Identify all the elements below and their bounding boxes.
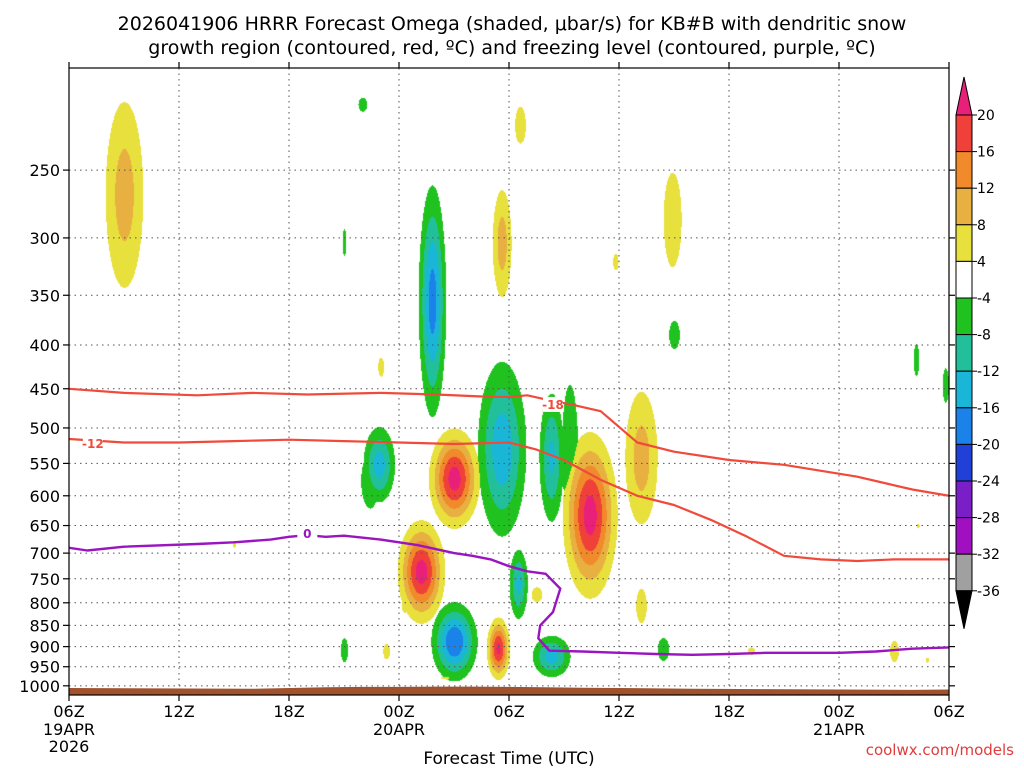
x-tick-label: 06Z (493, 702, 524, 721)
y-tick-label: 650 (29, 517, 60, 536)
contour-label-bg (82, 435, 103, 451)
grid-lines (69, 68, 949, 695)
colorbar-label: 20 (977, 108, 995, 124)
y-tick-label: 550 (29, 454, 60, 473)
y-tick-label: 950 (29, 658, 60, 677)
contour-label--18: -18 (542, 398, 564, 412)
colorbar-bottom-arrow (955, 590, 973, 629)
x-tick-label: 12Z (163, 702, 194, 721)
colorbar-swatch (955, 443, 973, 482)
colorbar-swatch (955, 114, 973, 153)
terrain-fill (69, 686, 949, 695)
y-tick-label: 750 (29, 570, 60, 589)
contour-lines: -18 -12 0 (69, 387, 949, 656)
colorbar-swatch (955, 407, 973, 445)
contour-label-bg (543, 396, 563, 412)
colorbar-label: -28 (977, 511, 1000, 527)
colorbar-label: -24 (977, 474, 1000, 490)
x-tick-label: 06Z (53, 702, 84, 721)
contour-line--12 (69, 437, 949, 563)
y-axis: 250 300 350 400 450 500 550 600 650 700 750 800 850 9… (19, 161, 955, 696)
x-tick-date-label: 21APR (813, 720, 865, 739)
y-tick-label: 800 (29, 594, 60, 613)
colorbar-swatch (955, 224, 973, 262)
x-tick-label: 18Z (273, 702, 304, 721)
x-tick-label: 00Z (823, 702, 854, 721)
colorbar-top-arrow (955, 76, 973, 116)
contour-label-bg (297, 526, 318, 542)
contour-line-0 (69, 534, 949, 656)
y-tick-label: 400 (29, 336, 60, 355)
chart-title-line-1: 2026041906 HRRR Forecast Omega (shaded, … (118, 13, 907, 35)
x-tick-label: 06Z (933, 702, 964, 721)
colorbar-swatch (955, 297, 973, 336)
colorbar-swatch (955, 260, 973, 299)
colorbar-label: 12 (977, 181, 995, 197)
colorbar-label: -32 (977, 547, 1000, 563)
colorbar-label: -4 (977, 291, 991, 307)
colorbar-label: -8 (977, 328, 991, 344)
x-tick-label: 12Z (603, 702, 634, 721)
x-tick-date-label: 2026 (49, 737, 90, 756)
x-tick-date-label: 19APR (43, 720, 95, 739)
colorbar-label: -16 (977, 401, 1000, 417)
colorbar-label: -20 (977, 437, 1000, 453)
x-tick-label: 18Z (713, 702, 744, 721)
y-tick-label: 250 (29, 161, 60, 180)
colorbar-swatch (955, 370, 973, 409)
y-tick-label: 300 (29, 229, 60, 248)
colorbar-label: 8 (977, 218, 986, 234)
colorbar-swatch (955, 517, 973, 555)
colorbar-swatch (955, 151, 973, 189)
colorbar-label: -12 (977, 364, 1000, 380)
site-credit: coolwx.com/models (866, 741, 1014, 759)
colorbar: 20 16 12 8 4 -4 -8 -12 -16 -20 -24 -28 -32 -36 (955, 76, 1000, 629)
colorbar-swatch (955, 334, 973, 372)
x-tick-date-label: 20APR (373, 720, 425, 739)
y-tick-label: 600 (29, 487, 60, 506)
colorbar-swatch (955, 187, 973, 226)
x-axis-title: Forecast Time (UTC) (423, 749, 594, 768)
contour-line--18 (69, 387, 949, 497)
colorbar-label: -36 (977, 584, 1000, 600)
chart-title-line-2: growth region (contoured, red, ºC) and f… (148, 37, 875, 59)
y-tick-label: 850 (29, 616, 60, 635)
y-tick-label: 700 (29, 544, 60, 563)
y-tick-label: 350 (29, 286, 60, 305)
y-tick-label: 900 (29, 638, 60, 657)
y-tick-label: 450 (29, 380, 60, 399)
y-tick-label: 1000 (19, 677, 60, 696)
x-tick-label: 00Z (383, 702, 414, 721)
colorbar-label: 16 (977, 145, 995, 161)
y-tick-label: 500 (29, 419, 60, 438)
colorbar-swatch (955, 553, 973, 592)
contour-label-0: 0 (303, 527, 311, 541)
colorbar-label: 4 (977, 254, 986, 270)
contour-label--12: -12 (82, 437, 104, 451)
colorbar-swatch (955, 480, 973, 519)
plot-area: -18 -12 0 (68, 67, 950, 696)
